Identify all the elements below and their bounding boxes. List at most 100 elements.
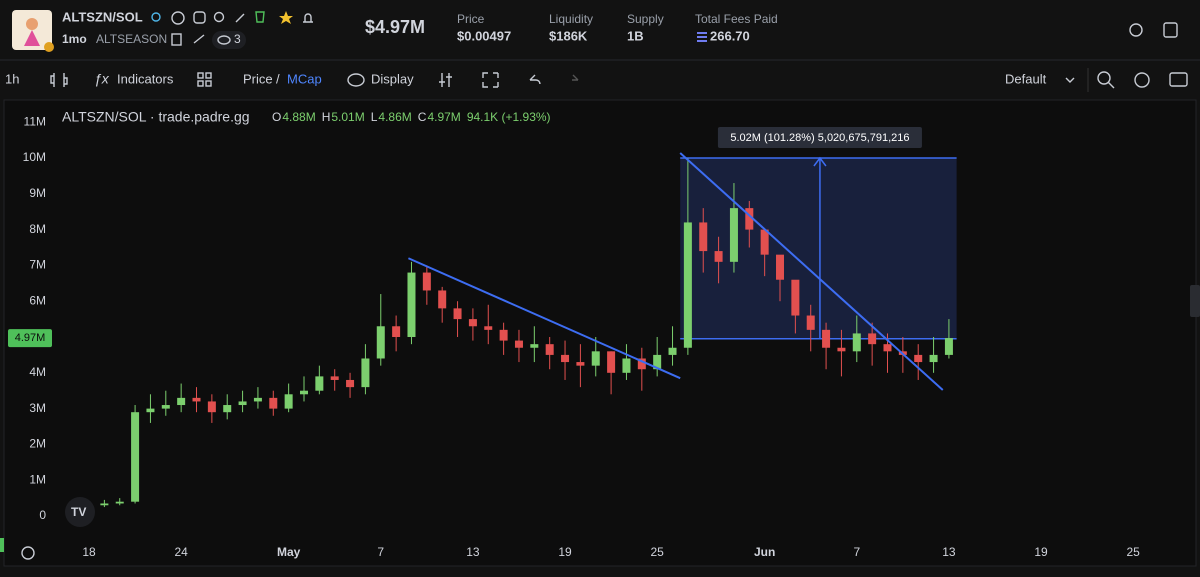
measure-box xyxy=(680,157,957,339)
adjust-icon[interactable] xyxy=(439,73,452,87)
x-tick-label: 7 xyxy=(377,545,384,559)
candle-body xyxy=(192,397,201,402)
candle-body xyxy=(468,319,477,327)
settings-icon[interactable] xyxy=(1129,23,1143,37)
price-toggle[interactable]: Price xyxy=(243,71,273,86)
redo-icon[interactable] xyxy=(572,74,579,81)
stat-label: Total Fees Paid xyxy=(695,12,778,26)
candle-body xyxy=(561,354,570,363)
x-tick-label: 19 xyxy=(558,545,572,559)
link-icon[interactable] xyxy=(193,34,205,44)
mcap-toggle[interactable]: MCap xyxy=(287,71,322,86)
y-tick-label: 7M xyxy=(29,258,46,272)
header-icons xyxy=(151,11,313,25)
y-tick-label: 2M xyxy=(29,437,46,451)
candle-body xyxy=(822,329,831,348)
ohlc-value: 4.88M xyxy=(282,110,315,124)
candle-body xyxy=(791,279,800,316)
candle-body xyxy=(330,376,339,380)
stat-value: 1B xyxy=(627,28,644,43)
stat-label: Supply xyxy=(627,12,664,26)
candle-body xyxy=(591,351,600,366)
copy-icon[interactable] xyxy=(171,33,182,46)
candle-body xyxy=(837,347,846,352)
undo-icon[interactable] xyxy=(529,74,541,85)
chart-title: ALTSZN/SOL · trade.padre.gg xyxy=(62,109,250,125)
trendline xyxy=(679,152,944,391)
chart-settings-icon[interactable] xyxy=(1134,72,1150,88)
tv-logo-mark: TV xyxy=(71,505,86,519)
candle-body xyxy=(545,344,554,355)
interval[interactable]: 1h xyxy=(5,71,19,86)
plot: 0 1M 2M 3M 4M 6M 7M 8M 9M 10M 11M 18 24 May 7 13 19 25 Jun… xyxy=(8,109,1140,559)
indicators[interactable]: Indicators xyxy=(117,71,174,86)
candle-body xyxy=(683,222,692,348)
candle-body xyxy=(883,344,892,352)
stat-value: 266.70 xyxy=(710,28,750,43)
x-tick-label: Jun xyxy=(754,545,775,559)
search-handle xyxy=(1107,81,1115,89)
stat-value: $0.00497 xyxy=(457,28,511,43)
snapshot-icon[interactable] xyxy=(1169,72,1188,87)
logo-badge xyxy=(44,42,54,52)
logo-face xyxy=(26,18,38,30)
side-handle[interactable] xyxy=(1190,285,1200,317)
y-tick-label: 0 xyxy=(39,508,46,522)
x-tick-label: 7 xyxy=(853,545,860,559)
candle-body xyxy=(376,326,385,359)
candle-body xyxy=(514,340,523,348)
display[interactable]: Display xyxy=(371,71,414,86)
stat-value: $186K xyxy=(549,28,588,43)
candle-body xyxy=(499,329,508,341)
candle-body xyxy=(852,333,861,352)
eye-icon xyxy=(217,35,231,45)
layout[interactable]: Default xyxy=(1005,71,1047,86)
candle-body xyxy=(729,208,738,262)
candle-body xyxy=(407,272,416,338)
candle-body xyxy=(929,354,938,363)
candle-body xyxy=(361,358,370,388)
candle-body xyxy=(100,503,109,506)
candle-body xyxy=(438,290,447,309)
candle-body xyxy=(714,251,723,262)
measure-label-box xyxy=(717,127,922,148)
candle-body xyxy=(868,333,877,345)
fx-icon[interactable]: ƒx xyxy=(94,71,110,87)
panel-icon[interactable] xyxy=(1163,22,1178,38)
candle-body xyxy=(453,308,462,320)
axis-settings-icon[interactable] xyxy=(21,546,35,560)
toggle-separator: / xyxy=(276,71,280,86)
search-icon[interactable] xyxy=(1097,71,1111,85)
candle-body xyxy=(776,254,785,280)
candle-body xyxy=(115,501,124,504)
y-tick-label: 6M xyxy=(29,293,46,307)
watchers: 3 xyxy=(234,32,241,46)
candle-body xyxy=(207,401,216,413)
candle-body xyxy=(284,394,293,409)
x-tick-label: May xyxy=(277,545,301,559)
x-tick-label: 25 xyxy=(1127,545,1141,559)
watchers-pill xyxy=(212,31,246,49)
stat-label: Liquidity xyxy=(549,12,593,26)
y-tick-label: 10M xyxy=(23,150,46,164)
ohlc-value: 4.97M xyxy=(427,110,460,124)
templates-icon[interactable] xyxy=(197,72,212,87)
candle-body xyxy=(238,401,247,406)
fullscreen-icon[interactable] xyxy=(482,72,499,88)
candle-body xyxy=(146,408,155,413)
chevron[interactable] xyxy=(1065,77,1075,83)
candle-body xyxy=(637,358,646,370)
x-tick-label: 25 xyxy=(650,545,664,559)
stats: Price $0.00497 Liquidity $186K Supply 1B Total… xyxy=(457,12,778,43)
ohlc-key: L xyxy=(371,110,378,124)
candle-body xyxy=(607,351,616,373)
candle-body xyxy=(484,326,493,330)
candle-body xyxy=(914,354,923,363)
x-tick-label: 13 xyxy=(466,545,480,559)
y-tick-label: 9M xyxy=(29,186,46,200)
candle-body xyxy=(269,397,278,409)
ohlc-key: C xyxy=(418,110,427,124)
chart-type-icon[interactable] xyxy=(50,73,68,87)
display-icon[interactable] xyxy=(347,73,365,87)
